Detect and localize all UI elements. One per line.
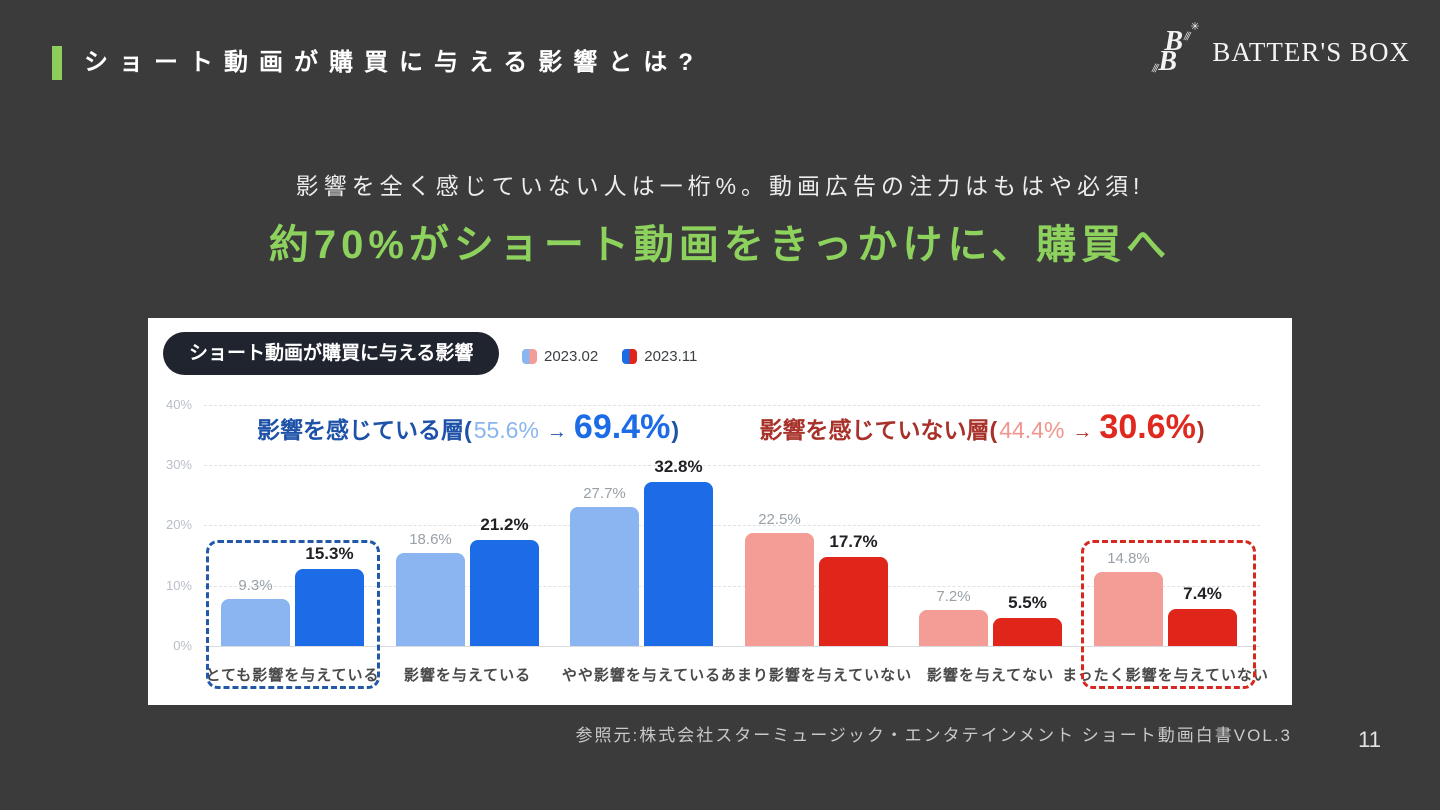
bar-value-label: 22.5% — [758, 511, 801, 528]
category-label: あまり影響を与えていない — [720, 667, 913, 684]
chart-legend: 2023.02 2023.11 — [522, 348, 697, 365]
bar-value-label: 32.8% — [654, 457, 703, 476]
bar-2023.11 — [295, 569, 364, 646]
chart-title-badge: ショート動画が購買に与える影響 — [163, 332, 500, 375]
source-reference: 参照元:株式会社スターミュージック・エンタテインメント ショート動画白書VOL.… — [575, 726, 1292, 745]
gridline-0-baseline — [204, 646, 1260, 647]
bar-value-label: 9.3% — [238, 577, 273, 594]
annotation-negative-group: 影響を感じていない層(44.4% → 30.6%) — [759, 408, 1205, 446]
logo-star-icon: ✳ — [1190, 21, 1200, 33]
bar-value-label: 15.3% — [305, 544, 354, 563]
bar-value-label: 18.6% — [409, 531, 452, 548]
legend-swatch-icon — [522, 349, 537, 364]
bar-2023.02 — [745, 533, 814, 646]
gridline-30 — [204, 465, 1260, 466]
highlight-box-negative — [1081, 540, 1256, 689]
bar-value-label: 7.4% — [1183, 584, 1222, 603]
y-tick: 0% — [173, 638, 192, 653]
bar-group: 18.6% 21.2% 影響を与えている — [396, 405, 539, 684]
page-number: 11 — [1358, 727, 1381, 752]
bar-2023.02 — [221, 599, 290, 646]
bar-value-label: 27.7% — [583, 485, 626, 502]
arrow-icon: → — [1072, 421, 1093, 443]
legend-swatch-icon — [622, 349, 638, 364]
y-tick: 10% — [165, 578, 192, 593]
bar-2023.02 — [396, 553, 465, 646]
y-tick: 30% — [165, 457, 192, 472]
arrow-icon: → — [546, 421, 567, 443]
y-tick: 40% — [165, 397, 192, 412]
bar-2023.11 — [470, 540, 539, 646]
title-accent-bar — [52, 46, 62, 80]
plot-area: 9.3% 15.3% とても影響を与えている 18.6% 21.2% 影響を与えている 27… — [204, 405, 1268, 684]
bar-value-label: 14.8% — [1107, 550, 1150, 567]
bar-group: 27.7% 32.8% やや影響を与えている — [562, 405, 720, 684]
category-label: 影響を与えてない — [926, 667, 1055, 684]
chart-card: ショート動画が購買に与える影響 2023.02 2023.11 40% 30% … — [148, 318, 1292, 705]
bar-2023.02 — [919, 610, 988, 646]
bar-2023.11 — [993, 618, 1062, 646]
bar-group: 14.8% 7.4% まったく影響を与えていない — [1062, 405, 1268, 684]
highlight-box-positive — [206, 540, 380, 689]
lead-sentence: 影響を全く感じていない人は一桁%。動画広告の注力はもはや必須! — [295, 173, 1145, 199]
group-annotations: 影響を感じている層(55.6% → 69.4%) 影響を感じていない層(44.4% →… — [204, 408, 1260, 447]
y-tick: 20% — [165, 517, 192, 532]
bar-group: 9.3% 15.3% とても影響を与えている — [205, 405, 378, 684]
bar-group: 7.2% 5.5% 影響を与えてない — [919, 405, 1062, 684]
slide-title: ショート動画が購買に与える影響とは? — [84, 49, 704, 76]
bar-value-label: 21.2% — [480, 515, 529, 534]
gridline-10 — [204, 586, 1260, 587]
bar-value-label: 5.5% — [1008, 593, 1047, 612]
category-label: まったく影響を与えていない — [1062, 667, 1269, 684]
key-message: 約70%がショート動画をきっかけに、購買へ — [268, 223, 1172, 267]
bar-value-label: 17.7% — [829, 532, 878, 551]
bar-2023.11 — [1168, 609, 1237, 646]
bar-2023.02 — [570, 507, 639, 646]
gridline-20 — [204, 525, 1260, 526]
legend-item-2023-11: 2023.11 — [622, 348, 697, 365]
bar-2023.02 — [1094, 572, 1163, 646]
gridline-40 — [204, 405, 1260, 406]
batters-box-logo: ✳ /// B B /// BATTER'S BOX — [1151, 21, 1410, 78]
logo-wordmark: BATTER'S BOX — [1212, 36, 1410, 67]
category-label: やや影響を与えている — [561, 667, 722, 684]
annotation-positive-group: 影響を感じている層(55.6% → 69.4%) — [257, 408, 679, 446]
batters-box-monogram-icon: ✳ /// B B /// — [1151, 21, 1200, 77]
legend-item-2023-02: 2023.02 — [522, 348, 598, 365]
bar-value-label: 7.2% — [936, 588, 971, 605]
bar-2023.11 — [644, 482, 713, 646]
logo-hatch-icon: /// — [1183, 27, 1191, 44]
category-label: 影響を与えている — [403, 667, 532, 684]
bar-2023.11 — [819, 557, 888, 646]
bar-group: 22.5% 17.7% あまり影響を与えていない — [721, 405, 911, 684]
category-label: とても影響を与えている — [205, 667, 380, 684]
